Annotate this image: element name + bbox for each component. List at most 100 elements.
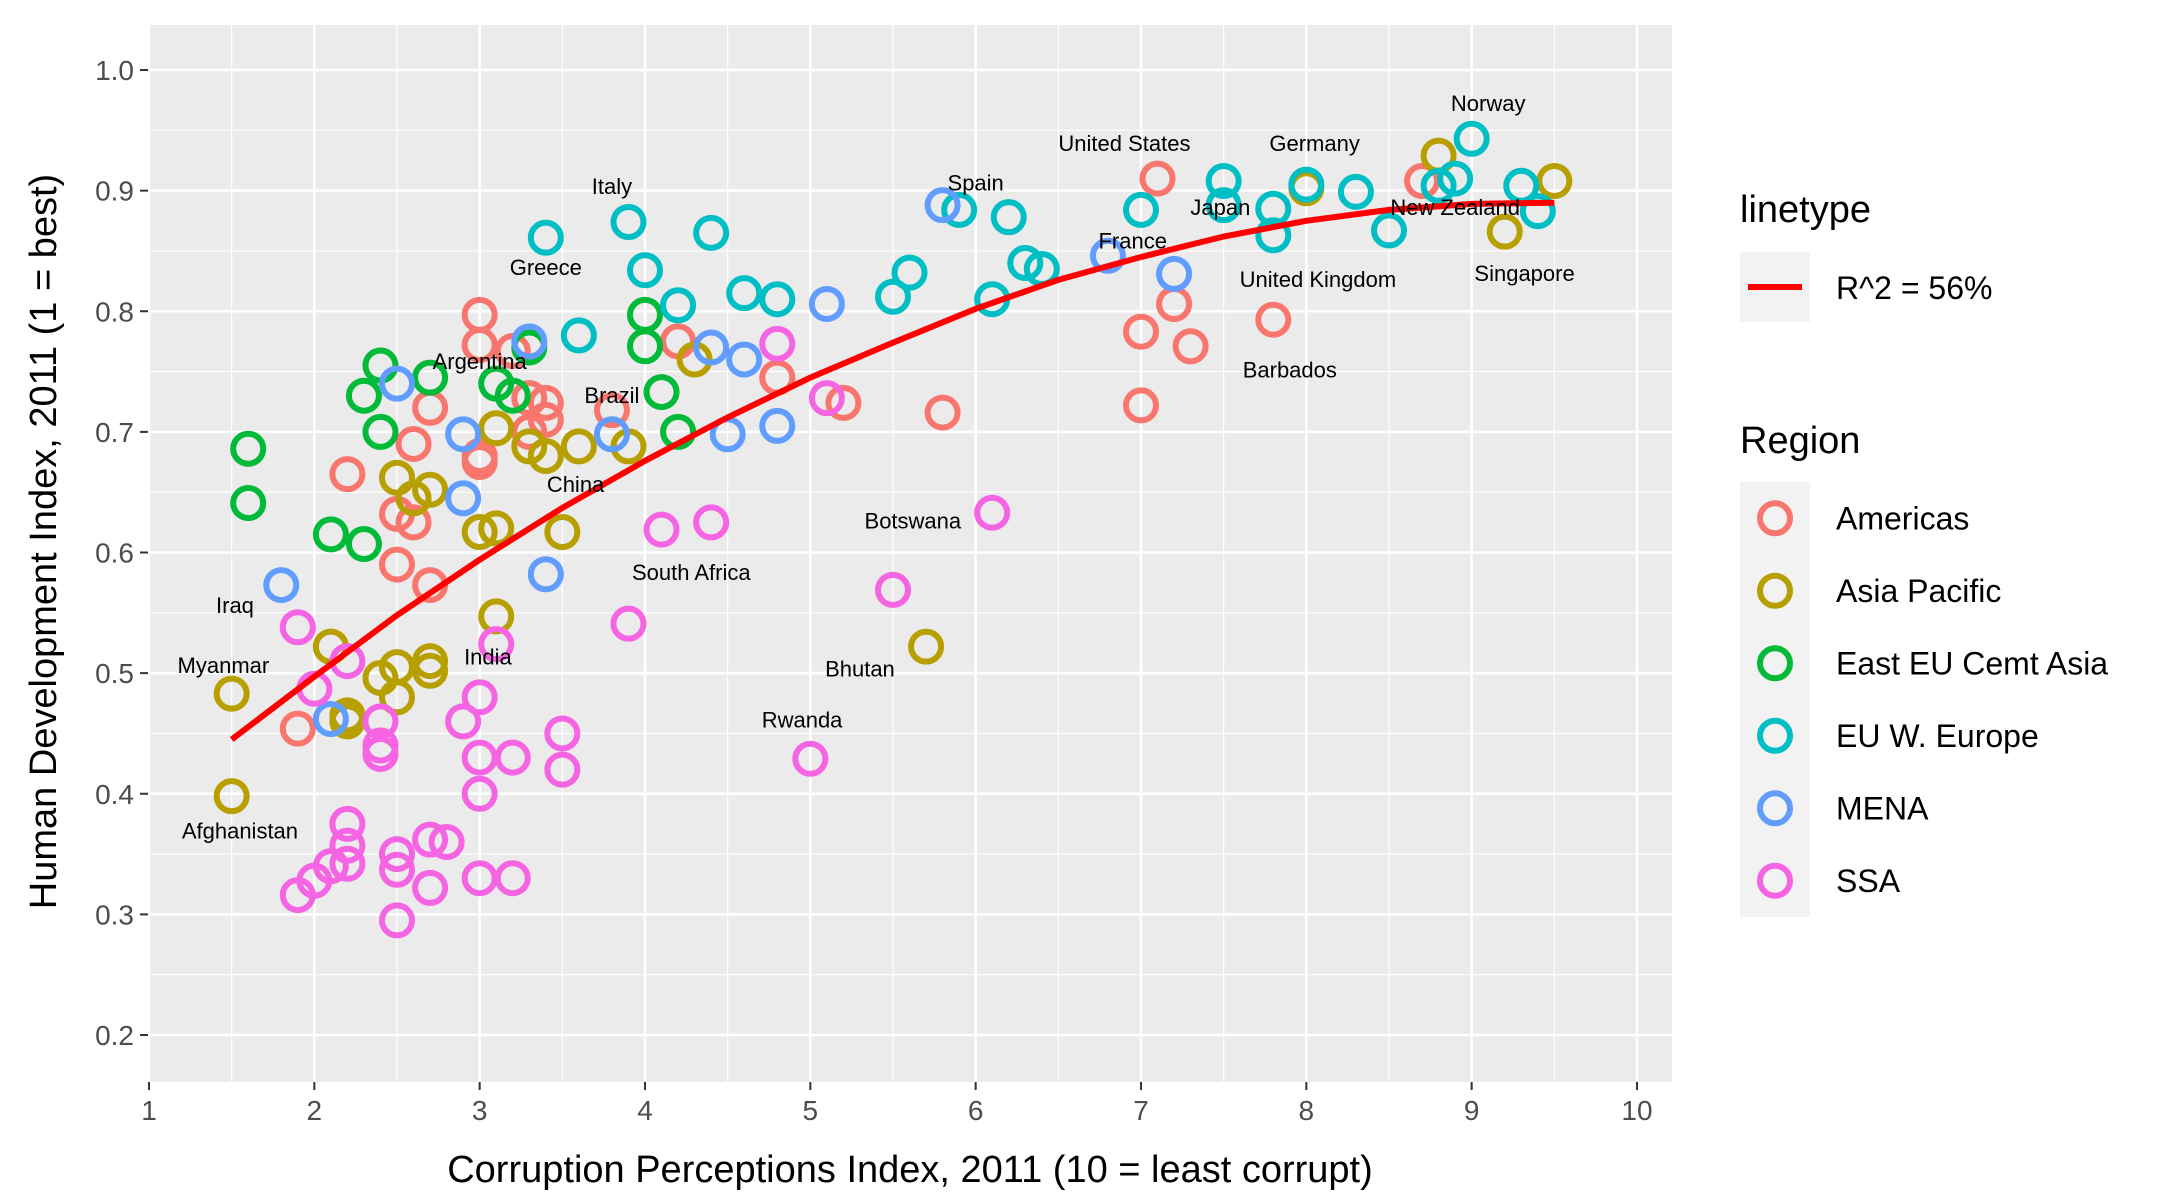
country-label: Germany bbox=[1269, 131, 1359, 156]
point-eu-w-europe bbox=[941, 191, 978, 228]
region-legend-key bbox=[1740, 844, 1810, 917]
y-tick-label: 0.8 bbox=[95, 296, 134, 327]
point-asia-pacific bbox=[478, 410, 515, 447]
point-ssa bbox=[412, 869, 449, 906]
country-label: Singapore bbox=[1474, 261, 1574, 286]
point-ssa bbox=[494, 739, 531, 776]
point-eu-w-europe bbox=[875, 278, 911, 315]
region-legend-marker bbox=[1757, 790, 1793, 827]
y-tick-label: 0.7 bbox=[95, 417, 134, 448]
point-mena bbox=[1156, 255, 1193, 292]
country-label: Greece bbox=[510, 255, 582, 280]
point-eu-w-europe bbox=[1205, 162, 1242, 199]
x-tick-label: 9 bbox=[1464, 1095, 1480, 1126]
point-mena bbox=[726, 341, 763, 378]
region-legend-key bbox=[1740, 699, 1810, 772]
point-mena bbox=[924, 187, 961, 224]
point-americas bbox=[395, 425, 432, 462]
country-label: Bhutan bbox=[825, 657, 895, 682]
point-mena bbox=[759, 407, 796, 444]
point-asia-pacific bbox=[461, 513, 498, 550]
country-label: United States bbox=[1058, 131, 1190, 156]
point-ssa bbox=[279, 609, 316, 646]
country-label: Brazil bbox=[584, 383, 639, 408]
point-ssa bbox=[362, 703, 399, 740]
point-eu-w-europe bbox=[1255, 190, 1292, 227]
y-tick-label: 0.6 bbox=[95, 538, 134, 569]
point-americas bbox=[461, 444, 498, 481]
region-legend-marker bbox=[1757, 500, 1793, 537]
point-americas bbox=[527, 401, 564, 438]
point-mena bbox=[379, 365, 415, 402]
point-mena bbox=[445, 480, 482, 517]
point-eu-w-europe bbox=[1123, 191, 1159, 228]
region-legend-marker bbox=[1757, 645, 1793, 682]
x-tick-label: 4 bbox=[637, 1095, 653, 1126]
point-ssa bbox=[461, 679, 498, 716]
point-asia-pacific bbox=[1536, 162, 1573, 199]
country-label: Afghanistan bbox=[182, 818, 298, 843]
country-label: Botswana bbox=[865, 508, 962, 533]
linetype-legend: linetype R^2 = 56% bbox=[1740, 189, 1992, 322]
point-mena bbox=[527, 556, 564, 593]
country-label: New Zealand bbox=[1390, 195, 1520, 220]
point-east-eu-cemt-asia bbox=[230, 430, 267, 467]
y-tick-label: 0.5 bbox=[95, 658, 134, 689]
point-ssa bbox=[643, 511, 680, 548]
point-eu-w-europe bbox=[726, 275, 763, 312]
point-east-eu-cemt-asia bbox=[362, 413, 399, 450]
point-ssa bbox=[792, 740, 829, 777]
point-ssa bbox=[379, 902, 415, 939]
linetype-legend-label: R^2 = 56% bbox=[1836, 270, 1992, 306]
point-asia-pacific bbox=[478, 510, 515, 547]
point-east-eu-cemt-asia bbox=[312, 516, 349, 553]
point-americas bbox=[1123, 387, 1159, 424]
point-eu-w-europe bbox=[610, 203, 647, 240]
point-ssa bbox=[428, 824, 465, 860]
x-tick-label: 1 bbox=[141, 1095, 157, 1126]
region-legend-label: Americas bbox=[1836, 500, 1969, 536]
point-mena bbox=[1089, 237, 1126, 274]
point-asia-pacific bbox=[544, 513, 581, 550]
point-asia-pacific bbox=[329, 703, 366, 740]
country-label: Japan bbox=[1190, 195, 1250, 220]
x-tick-label: 6 bbox=[968, 1095, 984, 1126]
point-asia-pacific bbox=[213, 778, 250, 815]
point-asia-pacific bbox=[560, 428, 597, 465]
point-ssa bbox=[974, 494, 1011, 531]
point-mena bbox=[808, 286, 845, 323]
trend-line bbox=[229, 199, 1555, 742]
point-ssa bbox=[875, 571, 911, 608]
point-ssa bbox=[544, 751, 581, 788]
point-ssa bbox=[329, 827, 366, 864]
linetype-legend-title: linetype bbox=[1740, 189, 1871, 231]
point-americas bbox=[924, 394, 961, 431]
country-label: South Africa bbox=[632, 560, 751, 585]
country-label: France bbox=[1098, 229, 1166, 254]
x-tick-label: 3 bbox=[472, 1095, 488, 1126]
point-east-eu-cemt-asia bbox=[345, 377, 382, 414]
country-annotations: Norway United States Germany Spain Italy Japa… bbox=[178, 91, 1575, 843]
point-ssa bbox=[461, 775, 498, 812]
point-eu-w-europe bbox=[1453, 120, 1490, 157]
country-label: Barbados bbox=[1243, 358, 1337, 383]
region-legend-label: EU W. Europe bbox=[1836, 718, 2039, 754]
point-asia-pacific bbox=[527, 438, 564, 474]
point-americas bbox=[1123, 313, 1159, 350]
point-asia-pacific bbox=[1486, 213, 1523, 250]
point-eu-w-europe bbox=[1519, 193, 1556, 230]
country-label: Spain bbox=[948, 171, 1004, 196]
point-ssa bbox=[362, 727, 399, 764]
point-mena bbox=[312, 700, 349, 737]
point-eu-w-europe bbox=[891, 254, 928, 291]
region-legend-key bbox=[1740, 482, 1810, 555]
x-tick-label: 5 bbox=[803, 1095, 819, 1126]
point-east-eu-cemt-asia bbox=[660, 413, 697, 450]
point-east-eu-cemt-asia bbox=[345, 526, 382, 563]
point-asia-pacific bbox=[379, 679, 415, 716]
point-americas bbox=[1255, 301, 1292, 338]
point-americas bbox=[1172, 328, 1209, 365]
point-ssa bbox=[478, 626, 515, 663]
point-ssa bbox=[808, 380, 845, 417]
